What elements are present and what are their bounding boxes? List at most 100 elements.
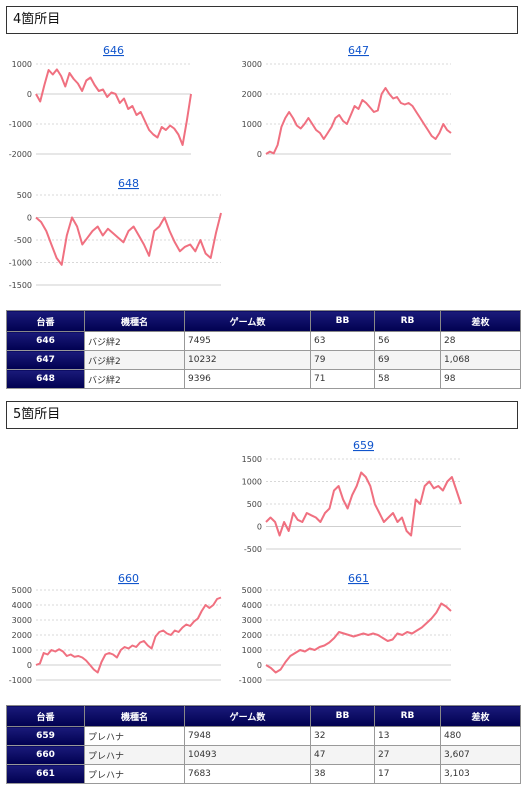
cell-machine-no: 647	[6, 350, 85, 370]
chart-661-y-tick: 2000	[242, 631, 262, 640]
table-row: 660 プレハナ 10493 47 27 3,607	[6, 745, 521, 765]
cell-games: 7495	[184, 331, 311, 351]
chart-659-title[interactable]: 659	[353, 439, 374, 452]
cell-rb: 69	[374, 350, 441, 370]
chart-646-title[interactable]: 646	[103, 44, 124, 57]
chart-660-y-tick: 1000	[12, 646, 32, 655]
header-machine-no: 台番	[6, 705, 85, 727]
cell-bb: 47	[310, 745, 375, 765]
cell-machine-no: 648	[6, 369, 85, 389]
cell-rb: 17	[374, 764, 441, 784]
table-row: 647 バジ絆2 10232 79 69 1,068	[6, 350, 521, 370]
chart-661-y-tick: 5000	[242, 586, 262, 595]
cell-rb: 56	[374, 331, 441, 351]
header-rb: RB	[374, 310, 441, 332]
chart-661-y-tick: 4000	[242, 601, 262, 610]
table-section-4: 台番 機種名 ゲーム数 BB RB 差枚 646 バジ絆2 7495 63 56…	[6, 310, 521, 389]
chart-648-svg: 648 500 0 -500 -1000 -1500	[9, 177, 222, 290]
section-title-4: 4箇所目	[6, 6, 518, 34]
chart-660-y-tick: 4000	[12, 601, 32, 610]
cell-diff: 1,068	[440, 350, 521, 370]
chart-647-y-tick: 1000	[242, 120, 262, 129]
header-diff: 差枚	[440, 705, 521, 727]
header-bb: BB	[310, 705, 375, 727]
chart-659-series-line	[265, 471, 462, 537]
chart-659-y-tick: 500	[247, 500, 262, 509]
chart-647-svg: 647 3000 2000 1000 0	[242, 44, 452, 159]
cell-diff: 3,103	[440, 764, 521, 784]
chart-661-series-line	[265, 602, 452, 674]
chart-661-title[interactable]: 661	[348, 572, 369, 585]
cell-diff: 3,607	[440, 745, 521, 765]
chart-660-y-tick: 0	[27, 661, 32, 670]
table-header-row: 台番 機種名 ゲーム数 BB RB 差枚	[6, 705, 521, 727]
chart-646-series-line	[35, 68, 192, 146]
chart-660: 660 5000 4000 3000 2000 1000 0 -1000	[6, 570, 231, 690]
cell-diff: 28	[440, 331, 521, 351]
cell-machine-no: 660	[6, 745, 85, 765]
chart-659-svg: 659 1500 1000 500 0 -500	[242, 439, 462, 554]
header-model: 機種名	[84, 310, 185, 332]
chart-646-y-tick: -2000	[9, 150, 32, 159]
cell-bb: 79	[310, 350, 375, 370]
cell-model: プレハナ	[84, 726, 185, 746]
chart-648-y-tick: -500	[14, 236, 32, 245]
chart-646-y-tick: 0	[27, 90, 32, 99]
cell-model: プレハナ	[84, 745, 185, 765]
section-title-5: 5箇所目	[6, 401, 518, 429]
chart-648-y-tick: 0	[27, 214, 32, 223]
chart-647-series-line	[265, 87, 452, 155]
chart-646-svg: 646 1000 0 -1000 -2000	[9, 44, 192, 159]
cell-diff: 480	[440, 726, 521, 746]
chart-646: 646 1000 0 -1000 -2000	[6, 42, 221, 167]
chart-660-series-line	[35, 596, 222, 674]
header-machine-no: 台番	[6, 310, 85, 332]
chart-646-y-tick: 1000	[12, 60, 32, 69]
chart-661: 661 5000 4000 3000 2000 1000 0 -1000	[236, 570, 461, 690]
chart-648: 648 500 0 -500 -1000 -1500	[6, 175, 222, 295]
table-section-5: 台番 機種名 ゲーム数 BB RB 差枚 659 プレハナ 7948 32 13…	[6, 705, 521, 784]
cell-games: 7683	[184, 764, 311, 784]
chart-647: 647 3000 2000 1000 0	[236, 42, 461, 167]
chart-661-y-tick: 3000	[242, 616, 262, 625]
table-row: 646 バジ絆2 7495 63 56 28	[6, 331, 521, 351]
header-diff: 差枚	[440, 310, 521, 332]
chart-659-y-tick: 0	[257, 523, 262, 532]
chart-648-title[interactable]: 648	[118, 177, 139, 190]
header-model: 機種名	[84, 705, 185, 727]
cell-rb: 58	[374, 369, 441, 389]
table-row: 659 プレハナ 7948 32 13 480	[6, 726, 521, 746]
cell-bb: 38	[310, 764, 375, 784]
chart-647-y-tick: 0	[257, 150, 262, 159]
chart-660-svg: 660 5000 4000 3000 2000 1000 0 -1000	[9, 572, 222, 685]
cell-games: 9396	[184, 369, 311, 389]
table-header-row: 台番 機種名 ゲーム数 BB RB 差枚	[6, 310, 521, 332]
cell-bb: 71	[310, 369, 375, 389]
chart-659: 659 1500 1000 500 0 -500	[236, 437, 466, 557]
cell-model: バジ絆2	[84, 350, 185, 370]
chart-647-title[interactable]: 647	[348, 44, 369, 57]
chart-659-y-tick: -500	[244, 545, 262, 554]
chart-661-y-tick: 1000	[242, 646, 262, 655]
header-games: ゲーム数	[184, 705, 311, 727]
cell-bb: 63	[310, 331, 375, 351]
chart-660-title[interactable]: 660	[118, 572, 139, 585]
chart-648-y-tick: -1000	[9, 259, 32, 268]
header-bb: BB	[310, 310, 375, 332]
chart-659-y-tick: 1000	[242, 478, 262, 487]
cell-diff: 98	[440, 369, 521, 389]
cell-model: バジ絆2	[84, 369, 185, 389]
chart-661-y-tick: 0	[257, 661, 262, 670]
chart-647-y-tick: 3000	[242, 60, 262, 69]
table-row: 648 バジ絆2 9396 71 58 98	[6, 369, 521, 389]
chart-648-y-tick: 500	[17, 191, 32, 200]
cell-rb: 27	[374, 745, 441, 765]
chart-661-svg: 661 5000 4000 3000 2000 1000 0 -1000	[239, 572, 452, 685]
chart-660-y-tick: -1000	[9, 676, 32, 685]
cell-machine-no: 659	[6, 726, 85, 746]
chart-661-y-tick: -1000	[239, 676, 262, 685]
chart-660-y-tick: 3000	[12, 616, 32, 625]
header-games: ゲーム数	[184, 310, 311, 332]
chart-660-y-tick: 2000	[12, 631, 32, 640]
chart-646-y-tick: -1000	[9, 120, 32, 129]
